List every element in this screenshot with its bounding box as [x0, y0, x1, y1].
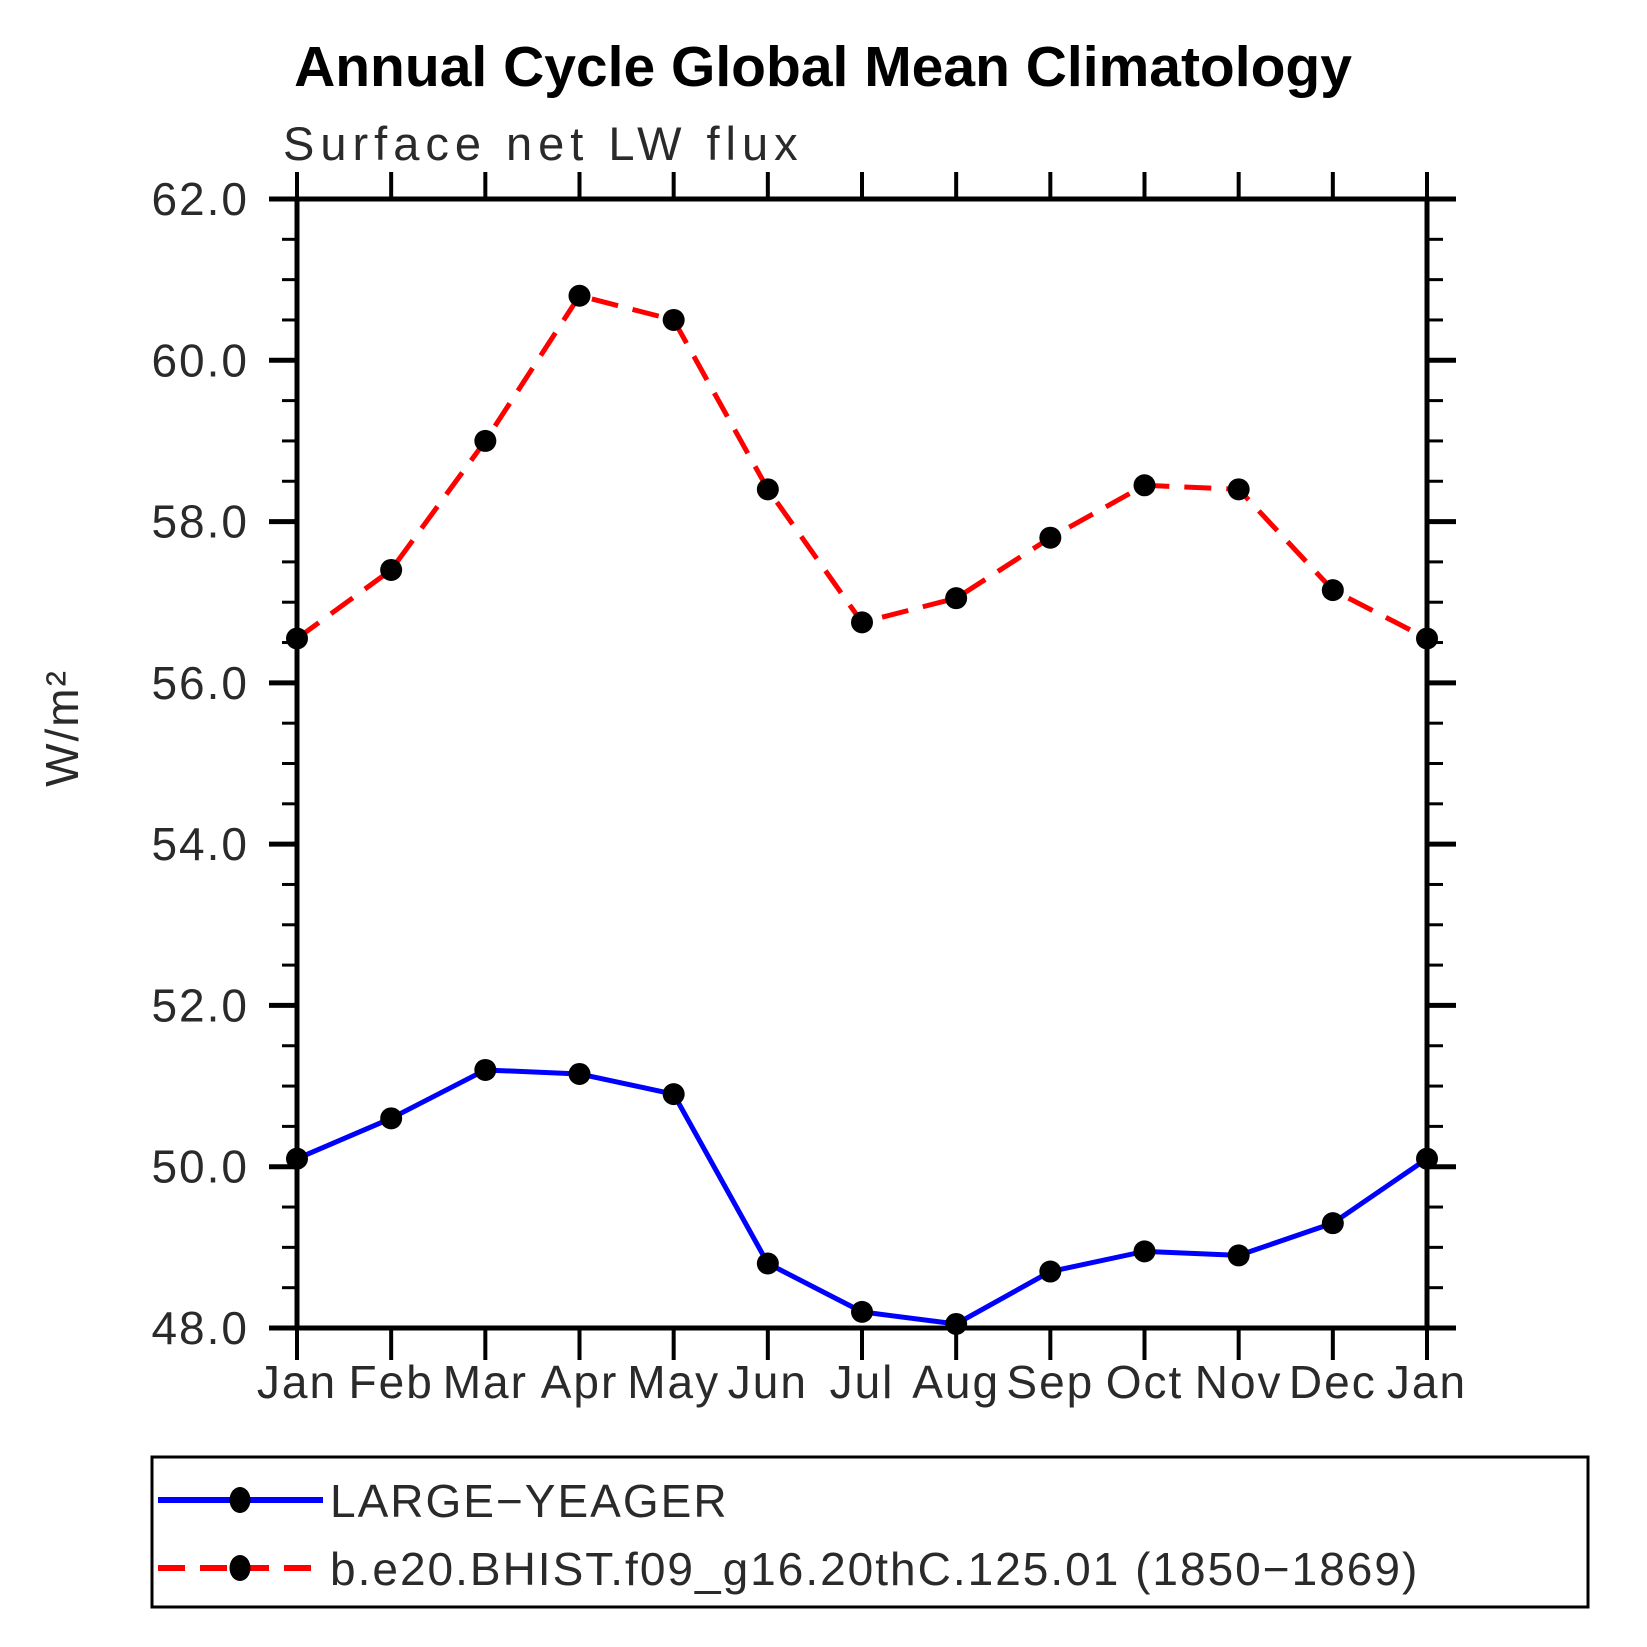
y-tick-label: 54.0	[151, 818, 249, 870]
legend-box	[150, 1455, 1590, 1609]
data-point-marker	[756, 1252, 779, 1275]
x-tick-label: Jun	[728, 1356, 808, 1408]
y-axis-title: W/m²	[36, 669, 88, 787]
x-tick-label: Jan	[1387, 1356, 1467, 1408]
data-point-marker	[756, 478, 779, 501]
data-point-marker	[851, 611, 873, 634]
legend-marker	[229, 1487, 251, 1513]
chart-subtitle: Surface net LW flux	[283, 117, 804, 170]
data-point-marker	[1321, 1212, 1344, 1235]
data-point-marker	[1321, 579, 1344, 602]
data-point-marker	[1039, 1260, 1062, 1283]
y-tick-label: 50.0	[151, 1141, 249, 1193]
x-tick-label: Apr	[541, 1356, 619, 1408]
x-tick-label: Jul	[830, 1356, 895, 1408]
y-tick-label: 52.0	[151, 979, 249, 1031]
x-tick-label: May	[627, 1356, 720, 1408]
data-point-marker	[1133, 474, 1156, 497]
y-tick-label: 48.0	[151, 1302, 249, 1354]
data-point-marker	[662, 308, 685, 331]
x-tick-label: Aug	[912, 1356, 1000, 1408]
data-point-marker	[474, 429, 497, 452]
data-point-marker	[380, 1107, 403, 1130]
x-tick-label: Jan	[257, 1356, 337, 1408]
y-tick-label: 60.0	[151, 334, 249, 386]
x-tick-label: Oct	[1106, 1356, 1184, 1408]
plot-frame	[294, 196, 1430, 1331]
data-point-marker	[1039, 526, 1062, 549]
data-point-marker	[568, 284, 591, 307]
legend: LARGE−YEAGER b.e20.BHIST.f09_g16.20thC.12…	[150, 1455, 1590, 1609]
data-point-marker	[1416, 1147, 1438, 1170]
x-tick-label: Nov	[1195, 1356, 1283, 1408]
x-tick-labels: Jan Feb Mar Apr May Jun Jul Aug Sep Oct Nov Dec Jan	[257, 1356, 1467, 1408]
data-point-marker	[945, 1312, 968, 1335]
data-point-marker	[1416, 627, 1438, 650]
data-point-marker	[380, 558, 403, 581]
series-line-0	[296, 1067, 1429, 1327]
data-point-marker	[474, 1058, 497, 1081]
data-point-marker	[851, 1300, 873, 1323]
y-tick-label: 56.0	[151, 657, 249, 709]
data-point-marker	[1227, 478, 1250, 501]
chart-title: Annual Cycle Global Mean Climatology	[294, 35, 1352, 99]
data-series	[286, 284, 1438, 1335]
y-tick-label: 58.0	[151, 496, 249, 548]
data-point-marker	[568, 1062, 591, 1085]
x-tick-label: Feb	[349, 1356, 434, 1408]
x-tick-label: Sep	[1006, 1356, 1094, 1408]
legend-marker	[229, 1555, 251, 1581]
data-point-marker	[286, 627, 308, 650]
y-tick-label: 62.0	[151, 173, 249, 225]
plot-axes	[269, 172, 1456, 1360]
x-tick-label: Dec	[1289, 1356, 1377, 1408]
legend-label: b.e20.BHIST.f09_g16.20thC.125.01 (1850−1…	[330, 1543, 1419, 1595]
data-point-marker	[286, 1147, 308, 1170]
data-point-marker	[662, 1083, 685, 1106]
x-tick-label: Mar	[443, 1356, 528, 1408]
legend-label: LARGE−YEAGER	[330, 1475, 729, 1527]
data-point-marker	[1227, 1244, 1250, 1267]
series-line-1	[295, 293, 1429, 641]
data-point-marker	[1133, 1240, 1156, 1263]
y-tick-labels: 48.0 50.0 52.0 54.0 56.0 58.0 60.0 62.0	[151, 173, 249, 1354]
data-point-marker	[945, 587, 968, 610]
